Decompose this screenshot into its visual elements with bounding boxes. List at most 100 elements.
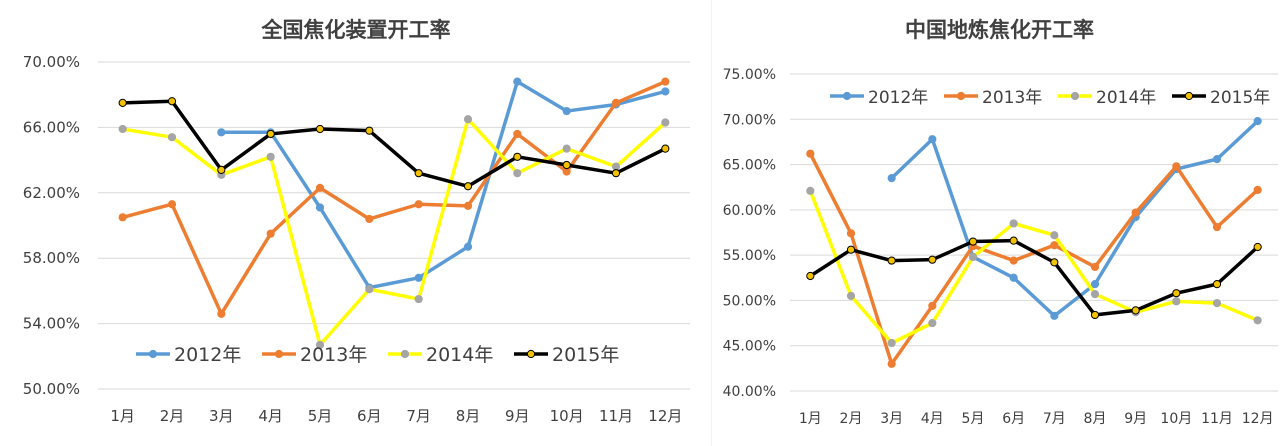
legend-item-2012: 2012年 (830, 88, 928, 108)
x-tick-label: 8月 (1084, 411, 1107, 427)
data-point (315, 183, 325, 192)
legend-swatch-marker (1184, 91, 1194, 101)
data-point (463, 115, 473, 124)
data-point (1090, 262, 1100, 272)
series-line (219, 79, 668, 290)
y-tick-label: 75.00% (723, 67, 776, 83)
x-tick-label: 7月 (1043, 411, 1066, 427)
legend: 2012年 2013年 2014年 2015年 (830, 88, 1270, 108)
data-point (1009, 236, 1018, 245)
data-point (513, 152, 522, 161)
y-tick-label: 55.00% (723, 248, 776, 264)
data-point (463, 201, 473, 210)
series-2013 (118, 77, 670, 318)
data-point (167, 133, 177, 142)
x-tick-label: 6月 (1002, 411, 1025, 427)
x-tick-label: 12月 (648, 407, 682, 425)
data-point (928, 318, 937, 328)
x-tick-label: 12月 (1242, 411, 1274, 427)
legend-swatch-marker (274, 349, 284, 359)
chart-panel-national-coking: 全国焦化装置开工率 50.00% 54.00% 58.00% 62.00% 66.00%… (23, 17, 690, 425)
data-point (968, 252, 978, 262)
data-point (1172, 297, 1181, 306)
data-point (1212, 280, 1222, 289)
legend-item-2015: 2015年 (514, 344, 619, 366)
data-point (928, 301, 937, 310)
series-2014 (118, 115, 670, 349)
legend-item-2013: 2013年 (944, 88, 1042, 108)
legend-item-2014: 2014年 (388, 344, 493, 366)
y-tick-label: 50.00% (23, 380, 80, 398)
x-tick-label: 9月 (1124, 411, 1147, 427)
data-point (167, 200, 177, 209)
panel-divider (711, 0, 712, 446)
legend-item-2015: 2015年 (1172, 88, 1270, 108)
x-tick-label: 11月 (599, 407, 633, 425)
data-point (928, 135, 937, 144)
data-point (414, 169, 423, 178)
data-point (1090, 310, 1100, 320)
data-point (887, 359, 896, 368)
x-tick-label: 2月 (160, 407, 185, 425)
data-point (661, 118, 670, 127)
data-point (1212, 222, 1222, 232)
data-point (887, 174, 896, 183)
data-point (1009, 219, 1018, 228)
legend-swatch-marker (842, 91, 852, 101)
data-point (562, 106, 571, 116)
series-2014 (806, 186, 1262, 348)
series-2015 (806, 236, 1262, 320)
legend-swatch-marker (400, 349, 410, 359)
data-point (1050, 231, 1059, 240)
legend-item-2013: 2013年 (262, 344, 367, 366)
x-tick-label: 11月 (1201, 411, 1233, 427)
y-tick-label: 60.00% (723, 203, 776, 219)
data-point (1253, 116, 1262, 126)
y-tick-label: 50.00% (723, 293, 776, 309)
data-point (928, 255, 937, 264)
x-tick-label: 1月 (110, 407, 135, 425)
data-point (562, 144, 571, 153)
legend-label: 2015年 (552, 344, 619, 366)
y-tick-label: 40.00% (723, 384, 776, 400)
data-point (463, 242, 473, 251)
y-tick-label: 65.00% (723, 158, 776, 174)
series-line (889, 119, 1260, 318)
data-point (968, 237, 978, 246)
data-point (1050, 258, 1059, 267)
data-point (167, 97, 177, 106)
data-point (887, 338, 896, 348)
data-point (463, 182, 473, 191)
data-point (1131, 306, 1140, 315)
legend-item-2014: 2014年 (1058, 88, 1156, 108)
data-point (1131, 208, 1140, 217)
data-point (1253, 242, 1262, 252)
grid (790, 73, 1278, 392)
series-line (808, 238, 1260, 317)
x-tick-label: 5月 (308, 407, 333, 425)
data-point (266, 152, 275, 161)
data-point (118, 213, 127, 222)
data-point (414, 273, 423, 282)
data-point (217, 128, 226, 137)
data-point (118, 98, 127, 107)
legend-label: 2015年 (1210, 88, 1270, 108)
x-tick-label: 4月 (921, 411, 944, 427)
y-tick-label: 66.00% (23, 118, 80, 136)
data-point (365, 126, 374, 135)
x-tick-label: 10月 (1160, 411, 1192, 427)
data-point (846, 229, 856, 238)
series-line (120, 99, 668, 189)
x-tick-label: 1月 (799, 411, 822, 427)
data-point (1253, 316, 1262, 325)
legend-label: 2012年 (868, 88, 928, 108)
data-point (1090, 289, 1100, 299)
data-point (315, 340, 325, 349)
data-point (414, 200, 423, 209)
data-point (661, 144, 670, 153)
data-point (1009, 256, 1018, 265)
data-point (846, 291, 856, 300)
data-point (887, 256, 896, 265)
data-point (1212, 155, 1222, 164)
data-point (217, 309, 226, 318)
